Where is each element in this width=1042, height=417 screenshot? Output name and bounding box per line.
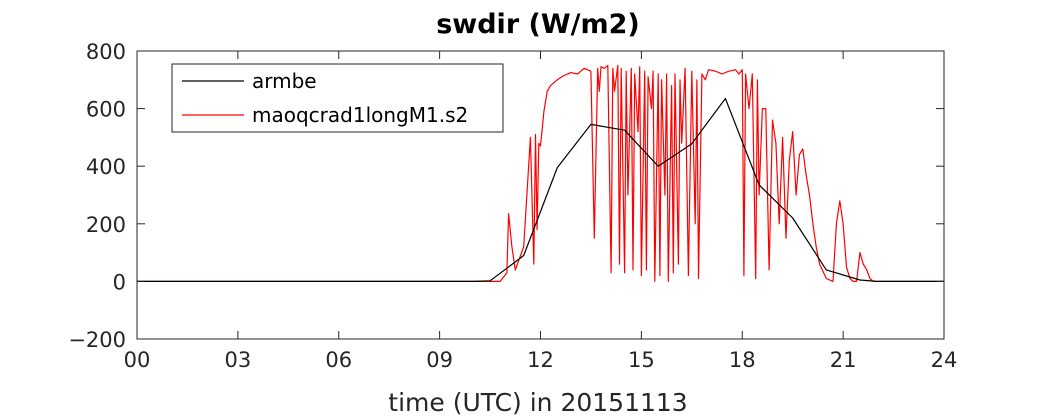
legend-label-1: maoqcrad1longM1.s2 <box>252 103 468 127</box>
x-axis-label: time (UTC) in 20151113 <box>388 388 687 417</box>
y-tick-label: 800 <box>86 40 126 64</box>
y-tick-label: −200 <box>68 328 126 352</box>
x-tick-label: 24 <box>931 348 958 372</box>
x-tick-label: 18 <box>729 348 756 372</box>
x-tick-label: 15 <box>628 348 655 372</box>
x-tick-label: 09 <box>426 348 453 372</box>
x-tick-label: 12 <box>527 348 554 372</box>
x-tick-label: 21 <box>830 348 857 372</box>
series-line-1 <box>137 64 944 282</box>
y-tick-label: 600 <box>86 98 126 122</box>
x-tick-label: 00 <box>124 348 151 372</box>
y-tick-label: 0 <box>113 270 126 294</box>
y-tick-label: 400 <box>86 155 126 179</box>
legend: armbe maoqcrad1longM1.s2 <box>171 63 504 133</box>
axes-layer: 00 03 06 09 12 15 18 21 24 −200 0 200 400 600 800 <box>68 40 957 372</box>
x-tick-label: 06 <box>325 348 352 372</box>
x-tick-label: 03 <box>225 348 252 372</box>
chart-title: swdir (W/m2) <box>436 9 640 40</box>
legend-label-0: armbe <box>252 69 317 93</box>
legend-box <box>171 63 504 133</box>
series-layer <box>137 64 944 282</box>
series-line-0 <box>137 97 944 282</box>
y-tick-label: 200 <box>86 213 126 237</box>
